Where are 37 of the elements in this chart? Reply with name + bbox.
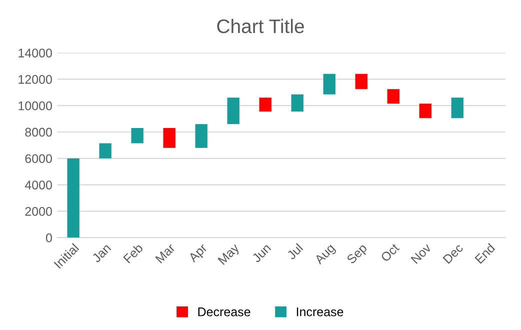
y-tick-label: 14000: [18, 48, 52, 58]
bar: [291, 94, 304, 112]
y-tick-label: 8000: [25, 128, 52, 137]
x-tick-label: Apr: [188, 242, 210, 264]
x-tick-label: Mar: [155, 242, 176, 264]
x-tick-label: Dec: [442, 243, 464, 264]
y-tick-label: 12000: [18, 75, 52, 84]
x-tick-label: Jul: [286, 243, 304, 260]
y-tick-label: 6000: [25, 154, 52, 164]
x-tick-label: Oct: [380, 242, 400, 262]
bar: [195, 124, 208, 148]
bar: [163, 128, 176, 148]
y-tick-label: 10000: [18, 101, 52, 110]
bar: [451, 98, 464, 118]
bar: [99, 143, 112, 158]
y-tick-label: 4000: [24, 180, 52, 190]
x-tick-label: Sep: [346, 243, 370, 266]
chart-title: Chart Title: [217, 18, 304, 34]
x-tick-label: May: [218, 242, 242, 267]
x-tick-label: End: [474, 243, 496, 264]
bar: [323, 74, 336, 94]
legend-label: Increase: [296, 308, 344, 316]
bar: [227, 98, 240, 124]
legend-label: Decrease: [198, 308, 250, 316]
x-tick-label: Jun: [252, 243, 272, 264]
bar: [355, 74, 368, 90]
x-tick-label: Jan: [92, 243, 112, 264]
bar: [419, 104, 432, 118]
bar: [259, 98, 272, 112]
y-tick-label: 0: [46, 233, 52, 242]
bar: [387, 89, 400, 104]
y-tick-label: 2000: [25, 207, 52, 216]
x-tick-label: Aug: [314, 243, 338, 266]
x-tick-label: Feb: [122, 242, 144, 264]
bar: [131, 128, 144, 144]
x-tick-label: Nov: [410, 242, 432, 264]
bar: [67, 158, 80, 238]
